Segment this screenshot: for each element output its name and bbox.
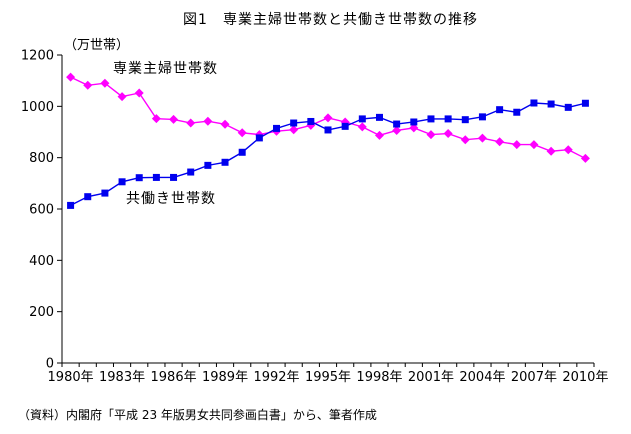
series-marker-0 (186, 118, 196, 128)
x-axis-tick-label: 1980年 (48, 370, 94, 385)
y-axis-tick-label: 400 (29, 254, 54, 269)
series-marker-0 (83, 80, 93, 90)
series-marker-1 (496, 106, 504, 114)
series-marker-0 (477, 133, 487, 143)
series-marker-1 (581, 99, 589, 107)
series-marker-1 (238, 148, 246, 156)
series-marker-0 (357, 122, 367, 132)
series-marker-1 (461, 116, 469, 124)
x-axis-tick-label: 2010年 (562, 370, 608, 385)
series-marker-1 (341, 122, 349, 130)
series-marker-0 (580, 153, 590, 163)
series-marker-0 (460, 135, 470, 145)
series-marker-0 (546, 146, 556, 156)
series-marker-0 (563, 145, 573, 155)
x-axis-tick-label: 1989年 (202, 370, 248, 385)
series-marker-0 (374, 130, 384, 140)
x-axis-tick-label: 2001年 (408, 370, 454, 385)
series-marker-0 (151, 114, 161, 124)
series-marker-1 (393, 120, 401, 128)
x-axis-tick-label: 1998年 (356, 370, 402, 385)
series-marker-1 (530, 99, 538, 107)
series-marker-1 (427, 115, 435, 123)
series-marker-1 (564, 103, 572, 111)
y-axis-tick-label: 1200 (21, 49, 54, 64)
series-marker-1 (221, 158, 229, 166)
series-label-dual-income: 共働き世帯数 (126, 191, 216, 207)
series-marker-1 (152, 173, 160, 181)
series-marker-0 (220, 119, 230, 129)
series-marker-0 (134, 88, 144, 98)
series-marker-1 (410, 118, 418, 126)
series-marker-1 (118, 178, 126, 186)
series-marker-1 (547, 100, 555, 108)
series-marker-0 (169, 114, 179, 124)
y-axis-tick-label: 800 (29, 151, 54, 166)
series-marker-1 (290, 119, 298, 127)
series-marker-0 (100, 78, 110, 88)
series-marker-0 (289, 125, 299, 135)
series-marker-1 (135, 174, 143, 182)
series-marker-1 (204, 161, 212, 169)
series-marker-1 (84, 193, 92, 201)
y-axis-tick-label: 1000 (21, 100, 54, 115)
series-marker-0 (392, 125, 402, 135)
series-marker-1 (375, 113, 383, 121)
series-marker-1 (187, 168, 195, 176)
series-marker-0 (203, 116, 213, 126)
x-axis-tick-label: 1983年 (99, 370, 145, 385)
series-marker-1 (273, 124, 281, 132)
series-marker-0 (323, 113, 333, 123)
series-marker-0 (529, 140, 539, 150)
series-marker-1 (170, 173, 178, 181)
x-axis-tick-label: 1986年 (151, 370, 197, 385)
series-marker-0 (237, 128, 247, 138)
series-marker-0 (495, 137, 505, 147)
series-marker-0 (66, 72, 76, 82)
series-marker-1 (324, 126, 332, 134)
series-marker-1 (478, 113, 486, 121)
series-marker-1 (444, 115, 452, 123)
series-marker-1 (67, 201, 75, 209)
series-marker-1 (101, 189, 109, 197)
series-marker-1 (307, 117, 315, 125)
y-axis-tick-label: 600 (29, 203, 54, 218)
series-marker-1 (255, 134, 263, 142)
x-axis-tick-label: 1992年 (253, 370, 299, 385)
series-marker-1 (513, 108, 521, 116)
x-axis-tick-label: 2007年 (511, 370, 557, 385)
series-label-fulltime-housewife: 専業主婦世帯数 (113, 61, 218, 77)
source-note: （資料）内閣府「平成 23 年版男女共同参画白書」から、筆者作成 (18, 408, 377, 422)
series-marker-1 (358, 115, 366, 123)
series-marker-0 (117, 92, 127, 102)
series-marker-0 (512, 140, 522, 150)
series-marker-0 (426, 130, 436, 140)
x-axis-tick-label: 2004年 (459, 370, 505, 385)
series-marker-0 (443, 129, 453, 139)
x-axis-tick-label: 1995年 (305, 370, 351, 385)
y-axis-unit-label: （万世帯） (64, 38, 130, 53)
y-axis-tick-label: 0 (46, 357, 54, 372)
y-axis-tick-label: 200 (29, 305, 54, 320)
series-marker-0 (409, 123, 419, 133)
chart-title: 図1 専業主婦世帯数と共働き世帯数の推移 (183, 12, 478, 28)
